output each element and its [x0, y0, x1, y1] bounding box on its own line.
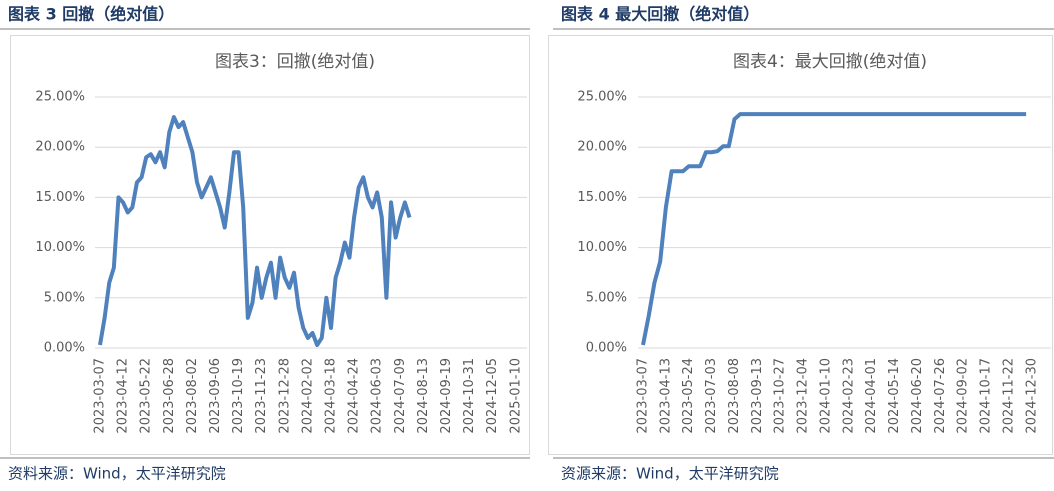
x-tick-label: 2024-01-10 [818, 358, 833, 434]
x-tick-label: 2024-12-30 [1024, 358, 1039, 434]
x-tick-label: 2024-06-03 [370, 358, 385, 434]
x-tick-label: 2024-02-02 [300, 358, 315, 434]
y-tick-label: 15.00% [35, 190, 85, 205]
x-tick-label: 2024-10-31 [462, 358, 477, 434]
x-tick-label: 2024-06-20 [910, 358, 925, 434]
x-tick-label: 2024-12-05 [485, 358, 500, 434]
x-tick-label: 2024-08-13 [416, 358, 431, 434]
panel-header: 图表 3 回撤（绝对值） [8, 5, 174, 24]
x-tick-label: 2023-08-08 [727, 358, 742, 434]
x-tick-label: 2023-05-24 [681, 358, 696, 434]
y-tick-label: 5.00% [586, 290, 627, 305]
x-tick-label: 2023-12-04 [796, 358, 811, 434]
line-series [98, 115, 412, 347]
x-tick-label: 2023-03-07 [93, 358, 108, 434]
y-tick-label: 25.00% [35, 90, 85, 105]
x-tick-label: 2023-06-28 [162, 358, 177, 434]
y-tick-label: 5.00% [44, 290, 85, 305]
y-tick-label: 0.00% [586, 341, 627, 356]
chart-panel: 图表 3 回撤（绝对值） 图表3：回撤(绝对值) 资料来源：Wind，太平洋研究院 0… [0, 5, 530, 483]
y-tick-label: 15.00% [577, 190, 627, 205]
x-tick-label: 2024-05-14 [887, 358, 902, 434]
x-tick-label: 2023-04-12 [116, 358, 131, 434]
x-tick-label: 2023-10-19 [231, 358, 246, 434]
x-tick-label: 2023-09-06 [208, 358, 223, 434]
line-series [641, 112, 1027, 346]
chart-frame [10, 35, 530, 455]
x-tick-label: 2024-07-09 [393, 358, 408, 434]
x-tick-label: 2025-01-10 [508, 358, 523, 434]
x-tick-label: 2024-04-24 [347, 358, 362, 434]
x-tick-label: 2024-10-17 [979, 358, 994, 434]
x-tick-label: 2024-04-01 [864, 358, 879, 434]
x-tick-label: 2023-05-22 [139, 358, 154, 434]
chart-title: 图表3：回撤(绝对值) [215, 52, 375, 72]
panel-header: 图表 4 最大回撤（绝对值） [561, 5, 759, 24]
x-tick-label: 2023-03-07 [636, 358, 651, 434]
x-tick-label: 2023-08-02 [185, 358, 200, 434]
x-tick-label: 2023-11-23 [254, 358, 269, 434]
y-tick-label: 0.00% [44, 341, 85, 356]
y-tick-label: 25.00% [577, 90, 627, 105]
source-note: 资料来源：Wind，太平洋研究院 [8, 465, 226, 483]
x-tick-label: 2024-07-26 [933, 358, 948, 434]
x-tick-label: 2024-11-22 [1001, 358, 1016, 434]
chart-panel: 图表 4 最大回撤（绝对值） 图表4：最大回撤(绝对值) 资源来源：Wind，太平洋… [548, 5, 1054, 483]
y-tick-label: 10.00% [577, 240, 627, 255]
x-tick-label: 2024-03-18 [323, 358, 338, 434]
y-tick-label: 20.00% [35, 140, 85, 155]
y-tick-label: 10.00% [35, 240, 85, 255]
x-tick-label: 2024-02-23 [841, 358, 856, 434]
x-tick-label: 2023-07-03 [704, 358, 719, 434]
x-tick-label: 2024-09-02 [956, 358, 971, 434]
x-tick-label: 2023-10-27 [773, 358, 788, 434]
x-tick-label: 2023-04-13 [658, 358, 673, 434]
x-tick-label: 2024-09-19 [439, 358, 454, 434]
y-tick-label: 20.00% [577, 140, 627, 155]
x-tick-label: 2023-09-13 [750, 358, 765, 434]
source-note: 资源来源：Wind，太平洋研究院 [561, 465, 779, 483]
chart-frame [548, 35, 1053, 455]
x-tick-label: 2023-12-28 [277, 358, 292, 434]
chart-title: 图表4：最大回撤(绝对值) [733, 52, 927, 72]
